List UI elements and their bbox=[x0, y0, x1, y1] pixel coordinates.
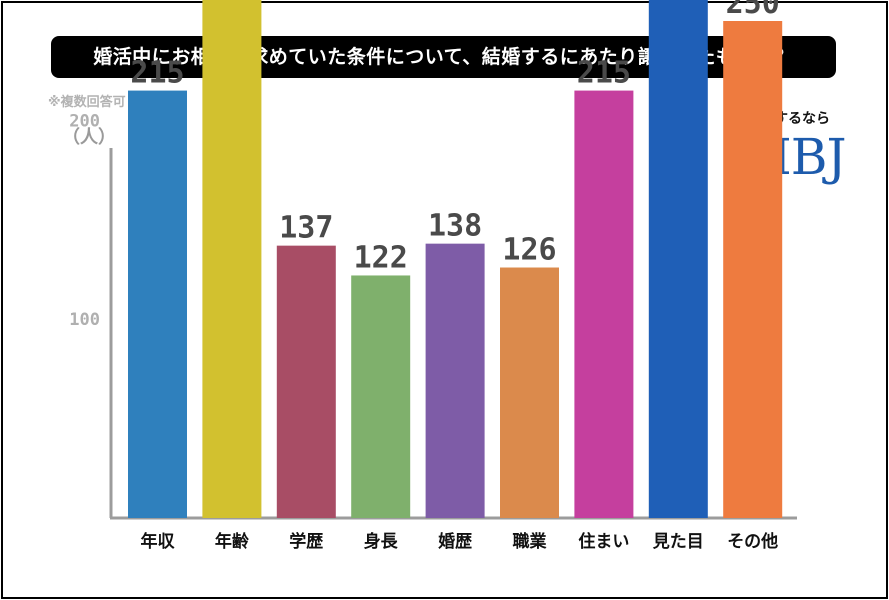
category-label: 職業 bbox=[513, 531, 547, 552]
bar-value-label: 250 bbox=[726, 0, 780, 21]
category-label: 身長 bbox=[364, 531, 399, 552]
bar-value-label: 215 bbox=[130, 56, 184, 91]
y-tick-label: 200 bbox=[69, 111, 100, 131]
bar-4 bbox=[351, 275, 411, 518]
bar-7 bbox=[574, 90, 634, 518]
category-label: 学歴 bbox=[289, 531, 323, 552]
bar-2 bbox=[202, 0, 262, 518]
category-label: 年齢 bbox=[215, 531, 250, 552]
brand-logo-text: IBJ bbox=[772, 128, 847, 186]
category-label: 見た目 bbox=[652, 532, 704, 552]
bar-value-label: 138 bbox=[428, 209, 482, 244]
category-label: その他 bbox=[727, 531, 778, 552]
bar-9 bbox=[723, 21, 783, 518]
y-axis-unit-label: （人） bbox=[62, 127, 116, 148]
bar-value-label: 215 bbox=[577, 56, 631, 91]
bar-value-label: 137 bbox=[279, 211, 333, 246]
y-tick-label: 100 bbox=[69, 310, 100, 330]
category-label: 年収 bbox=[141, 531, 176, 552]
category-label: 婚歴 bbox=[438, 531, 472, 552]
bar-8 bbox=[648, 0, 708, 518]
bar-1 bbox=[128, 90, 187, 518]
multiple-answer-note: ※複数回答可 bbox=[48, 95, 126, 110]
bar-3 bbox=[276, 245, 336, 519]
bar-6 bbox=[500, 267, 559, 518]
bar-5 bbox=[425, 243, 485, 518]
bar-value-label: 122 bbox=[354, 240, 408, 275]
bar-value-label: 126 bbox=[502, 233, 556, 268]
category-label: 住まい bbox=[578, 531, 629, 552]
